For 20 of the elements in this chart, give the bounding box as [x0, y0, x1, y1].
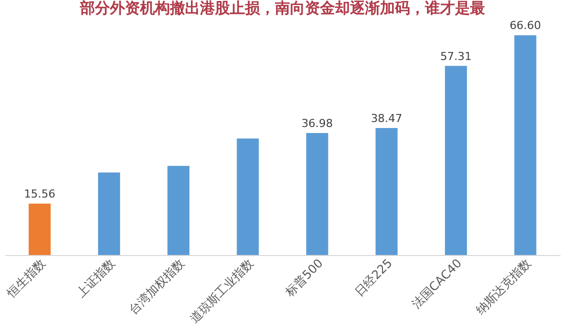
x-tick-label: 道琼斯工业指数: [187, 256, 256, 326]
x-tick-label: 恒生指数: [4, 256, 48, 301]
x-tick-label: 上证指数: [74, 256, 118, 300]
x-tick-label: 标普500: [282, 256, 326, 300]
bar: [514, 35, 536, 255]
bar: [28, 204, 51, 255]
bar: [376, 128, 398, 255]
bar: [444, 66, 467, 255]
data-label: 15.56: [24, 188, 56, 201]
bar: [98, 172, 120, 255]
chart-title: 部分外资机构撤出港股止损，南向资金却逐渐加码，谁才是最: [79, 0, 485, 18]
data-label: 38.47: [370, 112, 402, 126]
bar: [306, 132, 328, 255]
x-tick-label: 台湾加权指数: [126, 256, 187, 317]
data-label: 36.98: [301, 116, 333, 130]
data-label: 57.31: [440, 50, 472, 63]
data-label: 66.60: [510, 19, 542, 32]
bar: [167, 166, 190, 255]
x-tick-label: 纳斯达克指数: [472, 256, 534, 317]
bar: [236, 138, 259, 255]
